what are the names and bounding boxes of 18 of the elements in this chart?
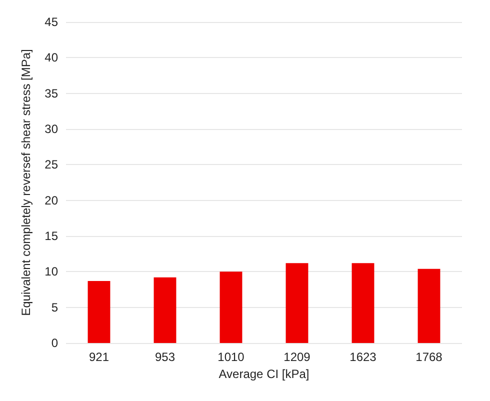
- x-tick-label: 1209: [284, 350, 311, 364]
- x-axis-title: Average CI [kPa]: [218, 366, 310, 381]
- x-tick-label: 1010: [218, 350, 245, 364]
- y-tick-label: 25: [44, 158, 58, 172]
- y-tick-label: 0: [51, 336, 58, 350]
- y-tick-label: 40: [44, 50, 58, 65]
- y-tick-label: 45: [44, 15, 58, 29]
- y-tick-label: 30: [44, 122, 58, 136]
- x-tick-label: 1623: [350, 350, 377, 364]
- y-tick-label: 35: [44, 86, 58, 100]
- y-tick-label: 10: [44, 264, 58, 279]
- x-tick-label: 1768: [416, 350, 443, 364]
- y-tick-label: 15: [44, 229, 58, 243]
- y-tick-label: 20: [44, 193, 58, 208]
- y-axis-title: Equivalent completely reversef shear stress [MPa]: [19, 49, 33, 316]
- y-tick-label: 5: [51, 300, 58, 314]
- x-tick-label: 953: [154, 350, 176, 364]
- x-tick-label: 921: [88, 350, 110, 364]
